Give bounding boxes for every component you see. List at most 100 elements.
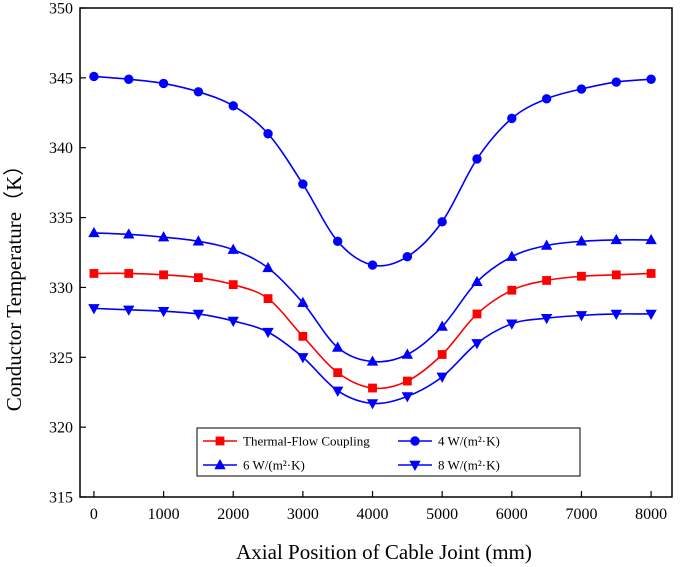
data-point	[263, 294, 273, 304]
data-point	[262, 327, 274, 339]
data-point	[89, 269, 99, 278]
data-point	[575, 235, 588, 246]
y-tick-label: 340	[49, 140, 73, 157]
data-point	[228, 280, 238, 290]
data-point	[157, 231, 170, 242]
data-point	[332, 236, 343, 247]
series-1	[89, 269, 656, 393]
data-point	[297, 353, 309, 364]
data-point	[227, 243, 239, 254]
data-point	[298, 179, 308, 189]
y-tick-label: 315	[49, 490, 73, 507]
data-point	[471, 339, 483, 350]
data-point	[507, 285, 517, 295]
series-line	[93, 272, 652, 390]
data-point	[123, 228, 135, 239]
legend-item: 4 W/(m²·K)	[398, 434, 500, 449]
data-point	[297, 296, 309, 307]
data-point	[541, 94, 552, 104]
data-point	[159, 270, 168, 280]
data-point	[645, 233, 657, 245]
data-point	[471, 275, 483, 287]
legend-item: Thermal-Flow Coupling	[203, 434, 370, 449]
data-point	[507, 113, 517, 124]
legend-label: 8 W/(m²·K)	[438, 458, 500, 473]
data-point	[401, 392, 414, 403]
data-point	[575, 311, 588, 322]
data-point	[646, 269, 656, 278]
data-point	[506, 319, 518, 330]
series-group	[88, 71, 657, 410]
y-tick-label: 335	[49, 210, 73, 227]
x-tick-label: 3000	[287, 506, 319, 523]
data-point	[193, 273, 203, 283]
data-point	[540, 313, 553, 325]
y-tick-label: 330	[49, 280, 73, 297]
data-point	[263, 129, 273, 139]
x-tick-label: 6000	[496, 506, 528, 523]
data-point	[124, 74, 134, 84]
y-tick-label: 325	[49, 350, 73, 367]
legend-marker	[409, 460, 421, 472]
axis-ticks: 0 1000 2000 3000 4000 5000 6000 7000 8000 315 320 3…	[49, 1, 667, 524]
x-tick-label: 7000	[565, 506, 597, 523]
y-tick-label: 350	[49, 1, 73, 18]
data-point	[436, 372, 448, 383]
data-point	[193, 87, 204, 97]
data-point	[158, 78, 169, 89]
data-point	[402, 251, 413, 262]
data-point	[646, 74, 656, 84]
data-point	[157, 306, 170, 318]
data-point	[540, 239, 553, 250]
data-point	[367, 260, 378, 270]
data-point	[366, 399, 379, 410]
legend-item: 8 W/(m²·K)	[398, 458, 500, 473]
data-point	[506, 250, 518, 261]
data-point	[402, 376, 412, 386]
data-point	[332, 341, 344, 352]
data-point	[192, 309, 205, 320]
data-point	[610, 309, 622, 320]
data-point	[611, 270, 621, 280]
legend-item: 6 W/(m²·K)	[203, 458, 305, 473]
data-point	[124, 269, 134, 278]
data-point	[436, 320, 448, 331]
data-point	[368, 383, 377, 393]
data-point	[472, 154, 482, 164]
series-2	[89, 71, 656, 270]
data-point	[262, 261, 274, 273]
data-point	[88, 226, 100, 238]
data-point	[227, 316, 239, 327]
data-point	[577, 271, 586, 281]
x-tick-label: 1000	[148, 506, 180, 523]
legend-label: Thermal-Flow Coupling	[243, 434, 370, 449]
x-axis-title: Axial Position of Cable Joint (mm)	[236, 540, 532, 564]
data-point	[228, 101, 238, 111]
data-point	[542, 276, 552, 285]
x-tick-label: 0	[90, 506, 98, 523]
data-point	[192, 235, 205, 246]
x-tick-label: 2000	[217, 506, 249, 523]
data-point	[366, 355, 379, 366]
plot-frame	[79, 7, 673, 498]
series-3	[88, 226, 657, 366]
x-tick-label: 5000	[426, 506, 458, 523]
legend-marker	[215, 436, 225, 446]
data-point	[298, 331, 308, 341]
legend-marker	[410, 436, 420, 446]
data-point	[333, 368, 343, 378]
data-point	[576, 84, 587, 94]
legend-label: 4 W/(m²·K)	[438, 434, 500, 449]
legend: Thermal-Flow Coupling 4 W/(m²·K) 6 W/(m²·K…	[196, 427, 581, 477]
data-point	[472, 309, 482, 319]
y-tick-label: 345	[49, 70, 73, 87]
legend-label: 6 W/(m²·K)	[243, 458, 305, 473]
series-4	[88, 304, 657, 410]
data-point	[437, 350, 447, 359]
y-axis-title: Conductor Temperature（K）	[2, 155, 26, 412]
legend-marker	[214, 458, 226, 470]
data-point	[88, 304, 100, 315]
series-line	[93, 75, 652, 267]
series-line	[93, 232, 652, 363]
